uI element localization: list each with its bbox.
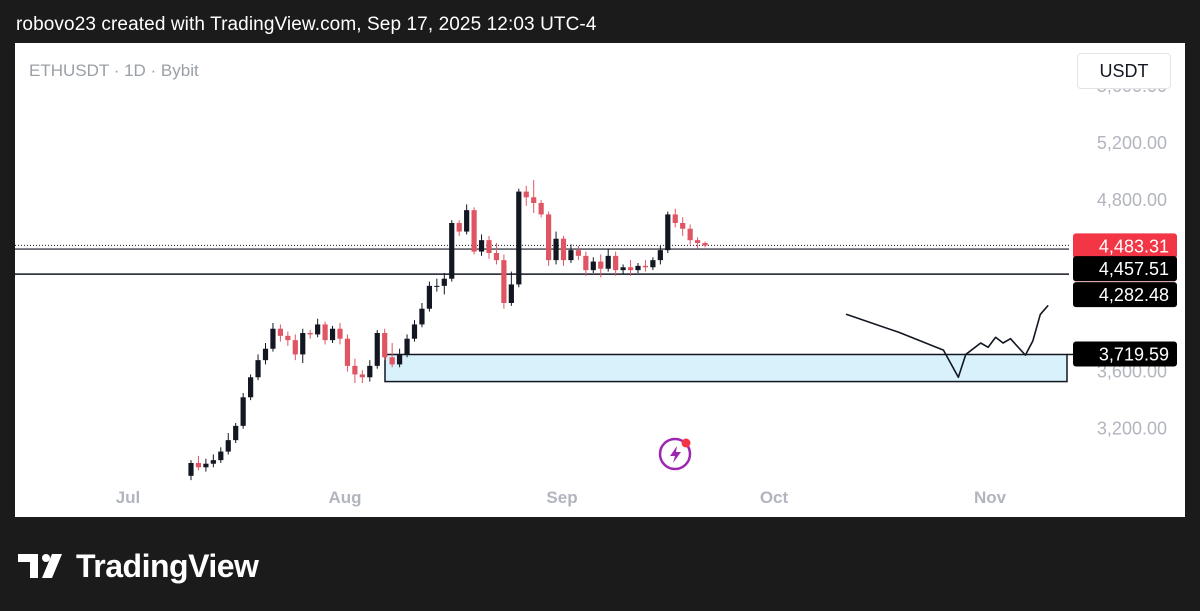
candle-body[interactable]	[508, 284, 514, 303]
candle-body[interactable]	[322, 324, 328, 341]
candle-body[interactable]	[255, 360, 261, 378]
candle-body[interactable]	[486, 240, 492, 253]
candle-body[interactable]	[248, 377, 254, 398]
candle-body[interactable]	[650, 260, 656, 268]
candle-body[interactable]	[546, 214, 552, 261]
y-tick-label: 4,800.00	[1097, 190, 1167, 210]
candle-body[interactable]	[702, 243, 708, 246]
brand-name: TradingView	[76, 547, 259, 584]
candle-body[interactable]	[642, 265, 649, 268]
candle-body[interactable]	[441, 278, 447, 286]
y-tick-label: 3,600.00	[1097, 362, 1167, 382]
candle-body[interactable]	[426, 285, 432, 309]
candle-body[interactable]	[233, 425, 239, 441]
x-tick-label: Nov	[974, 488, 1007, 507]
candle-body[interactable]	[605, 255, 611, 269]
lightning-icon[interactable]	[658, 437, 692, 471]
candle-body[interactable]	[337, 328, 343, 339]
y-tick-label: 3,200.00	[1097, 419, 1167, 439]
candle-body[interactable]	[583, 255, 589, 271]
x-tick-label: Sep	[546, 488, 577, 507]
candle-body[interactable]	[523, 191, 529, 198]
candle-body[interactable]	[680, 223, 686, 229]
tradingview-logo-icon	[18, 554, 62, 578]
candle-body[interactable]	[575, 250, 581, 256]
candle-body[interactable]	[560, 238, 567, 261]
candle-body[interactable]	[493, 253, 500, 261]
tradingview-logo: TradingView	[18, 546, 259, 586]
last-price-badge[interactable]	[1073, 233, 1177, 259]
candle-body[interactable]	[218, 451, 224, 461]
candle-body[interactable]	[478, 240, 485, 252]
candle-body[interactable]	[665, 214, 671, 251]
candle-body[interactable]	[270, 328, 276, 349]
candle-body[interactable]	[300, 333, 306, 355]
candle-body[interactable]	[613, 255, 619, 271]
candle-body[interactable]	[501, 260, 507, 303]
candle-body[interactable]	[695, 240, 701, 243]
candle-body[interactable]	[620, 267, 626, 271]
candle-body[interactable]	[344, 338, 351, 366]
candle-body[interactable]	[262, 348, 269, 361]
candle-body[interactable]	[687, 228, 693, 241]
x-tick-label: Jul	[116, 488, 141, 507]
chart-credit: robovo23 created with TradingView.com, S…	[16, 14, 597, 35]
candle-body[interactable]	[374, 333, 380, 366]
projection-drawing[interactable]	[845, 305, 1049, 379]
candle-body[interactable]	[590, 261, 596, 271]
x-tick-label: Aug	[328, 488, 361, 507]
price-badge-label: 4,282.48	[1099, 285, 1169, 305]
price-level-badge[interactable]	[1073, 341, 1177, 367]
candle-body[interactable]	[538, 203, 544, 215]
candle-body[interactable]	[598, 261, 604, 269]
candle-body[interactable]	[203, 463, 209, 468]
notification-dot	[681, 438, 691, 448]
price-badge-label: 3,719.59	[1099, 344, 1169, 364]
price-chart[interactable]: 3,200.003,600.004,800.005,200.005,600.00…	[15, 43, 1185, 517]
candle-body[interactable]	[464, 210, 470, 232]
candle-body[interactable]	[367, 365, 373, 378]
y-tick-label: 5,200.00	[1097, 133, 1167, 153]
candle-body[interactable]	[277, 328, 283, 336]
chart-panel[interactable]: 3,200.003,600.004,800.005,200.005,600.00…	[15, 43, 1185, 517]
price-badge-label: 4,483.31	[1099, 236, 1169, 256]
candle-body[interactable]	[225, 440, 231, 452]
candle-body[interactable]	[456, 223, 462, 232]
candle-body[interactable]	[359, 374, 365, 378]
candle-body[interactable]	[210, 460, 216, 464]
candle-body[interactable]	[553, 238, 559, 261]
candle-body[interactable]	[382, 333, 388, 358]
candle-body[interactable]	[389, 357, 395, 365]
candle-body[interactable]	[307, 333, 313, 335]
candle-body[interactable]	[329, 328, 336, 341]
candle-body[interactable]	[315, 324, 321, 335]
candle-body[interactable]	[240, 397, 246, 426]
candle-body[interactable]	[285, 335, 291, 341]
currency-button[interactable]: USDT	[1077, 53, 1171, 89]
candle-body[interactable]	[188, 463, 194, 476]
candle-body[interactable]	[531, 197, 537, 203]
price-level-badge[interactable]	[1073, 282, 1177, 308]
price-level-badge[interactable]	[1073, 256, 1177, 282]
candle-body[interactable]	[516, 191, 522, 285]
candle-body[interactable]	[411, 324, 418, 339]
candle-body[interactable]	[292, 340, 298, 355]
candle-body[interactable]	[195, 463, 202, 468]
candle-body[interactable]	[352, 365, 358, 375]
candle-body[interactable]	[657, 250, 663, 261]
candle-body[interactable]	[471, 210, 477, 252]
x-tick-label: Oct	[760, 488, 789, 507]
candle-body[interactable]	[568, 250, 574, 261]
candle-body[interactable]	[627, 267, 634, 271]
candle-body[interactable]	[434, 285, 440, 287]
candle-body[interactable]	[419, 308, 425, 325]
candle-body[interactable]	[397, 354, 403, 365]
candle-body[interactable]	[635, 265, 641, 271]
lightning-bolt	[670, 446, 681, 463]
symbol-label: ETHUSDT · 1D · Bybit	[29, 61, 199, 80]
candle-body[interactable]	[449, 223, 455, 279]
candle-body[interactable]	[404, 338, 410, 355]
price-badge-label: 4,457.51	[1099, 259, 1169, 279]
candle-body[interactable]	[672, 214, 678, 223]
